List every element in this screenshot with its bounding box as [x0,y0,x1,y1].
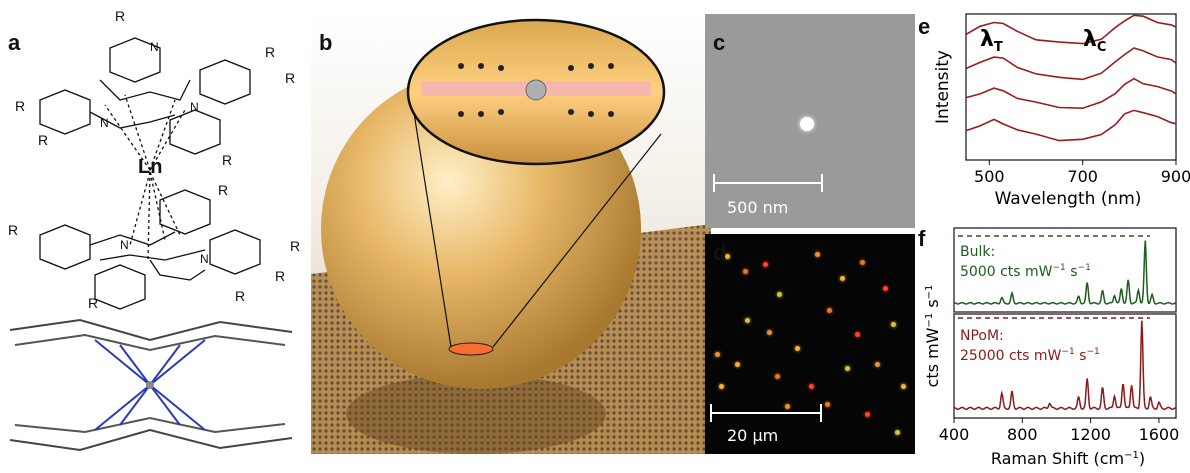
scatter-spot [815,252,820,257]
metal-label: Ln [138,156,163,178]
nanoparticle-dot [800,117,814,131]
npom-value: 25000 cts mW−1 s−1 [960,347,1100,364]
lambda-t-label: λT [980,27,1003,55]
n-atom-label: N [200,252,209,266]
scatter-spot [743,269,748,274]
scalebar-line [710,412,822,414]
scatter-spot [763,262,768,267]
scalebar-line [713,182,823,184]
spectrum-line [965,47,1177,81]
scatter-spot [767,330,772,335]
raman-line [953,240,1177,305]
r-label: R [218,182,229,198]
scatter-spot [795,346,800,351]
r-label: R [285,70,296,86]
molecule-diagram [9,37,293,452]
panel-label-c: c [713,30,726,55]
scatter-spot [825,402,830,407]
raman-line [953,320,1177,410]
r-label: R [222,152,233,168]
scatter-spot [809,384,814,389]
scatter-spot [865,412,870,417]
scatter-spot [735,362,740,367]
scalebar-label: 20 μm [727,426,779,445]
panel-d-darkfield-image: 20 μm [705,234,915,454]
x-tick-label: 400 [939,425,970,444]
y-axis-label: cts mW−1 s−1 [923,285,942,388]
x-tick-label: 1200 [1070,425,1111,444]
spectrum-line [965,14,1177,45]
r-label: R [15,98,26,114]
scatter-spot [875,362,880,367]
r-label: R [235,288,246,304]
scatter-spot [840,276,845,281]
spectrum-line [965,109,1177,142]
scatter-spot [891,322,896,327]
y-axis-label: Intensity [933,50,953,124]
panel-label-d: d [713,240,727,265]
r-label: R [265,44,276,60]
panel-b-render [311,14,711,454]
scatter-spot [725,254,730,259]
scatter-spot [855,332,860,337]
scatter-spot [860,260,865,265]
r-label: R [38,132,49,148]
scalebar-tick [820,404,822,422]
npom-title: NPoM: [960,328,1004,344]
scalebar-label: 500 nm [727,198,789,217]
x-axis-label: Raman Shift (cm−1) [991,449,1145,468]
n-atom-label: N [150,40,159,54]
scatter-spot [775,374,780,379]
r-label: R [8,222,19,238]
r-label: R [115,8,126,24]
panel-label-b: b [319,30,333,55]
scattering-spectra-chart: 500 700 900 λT λC Wavelength (nm) Intensit… [933,13,1190,209]
scatter-spot [827,308,832,313]
bulk-value: 5000 cts mW−1 s−1 [960,263,1091,280]
r-label: R [88,295,99,311]
r-label: R [290,238,301,254]
raman-spectra-chart: 400 800 1200 1600 Bulk: 5000 cts mW−1 s−1 N… [923,227,1180,468]
x-tick-label: 700 [1067,167,1098,186]
x-tick-label: 800 [1007,425,1038,444]
scalebar-tick [821,174,823,192]
scatter-spot [715,352,720,357]
x-axis-label: Wavelength (nm) [995,189,1142,209]
panel-a-structure: Ln R R R R R R R R R R R R N N N N N [0,0,300,468]
panel-c-sem-image: 500 nm [705,14,915,228]
panel-label-a: a [8,30,21,55]
spectrum-line [965,77,1177,110]
scatter-spot [901,384,906,389]
x-tick-label: 500 [974,167,1005,186]
n-atom-label: N [120,238,129,252]
scatter-spot [845,366,850,371]
scatter-spot [785,404,790,409]
n-atom-label: N [100,116,109,130]
panel-label-e: e [918,14,931,39]
x-tick-label: 900 [1161,167,1190,186]
panel-label-f: f [918,226,926,251]
scalebar-tick [710,404,712,422]
plot-frame-bulk [953,227,1177,313]
scatter-spot [719,384,724,389]
scatter-spot [883,286,888,291]
x-tick-label: 1600 [1139,425,1180,444]
plot-frame-npom [953,313,1177,419]
panel-e-chart: 500 700 900 λT λC Wavelength (nm) Intensit… [918,0,1190,226]
lambda-c-label: λC [1083,27,1106,55]
scalebar-tick [713,174,715,192]
panel-f-chart: 400 800 1200 1600 Bulk: 5000 cts mW−1 s−1 N… [918,226,1190,468]
n-atom-label: N [190,100,199,114]
bulk-title: Bulk: [960,244,995,260]
scatter-spot [777,292,782,297]
plot-frame [965,13,1177,161]
scatter-spot [745,318,750,323]
scatter-spot [895,430,900,435]
nanoparticle-render [311,18,711,454]
r-label: R [275,268,286,284]
